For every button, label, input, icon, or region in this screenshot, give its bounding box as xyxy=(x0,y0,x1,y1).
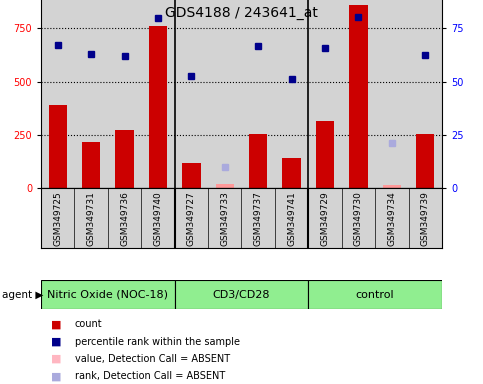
Bar xyxy=(115,129,134,188)
Text: ■: ■ xyxy=(51,319,61,329)
Bar xyxy=(249,134,268,188)
Text: ■: ■ xyxy=(51,337,61,347)
Bar xyxy=(49,105,67,188)
Bar xyxy=(242,0,275,188)
Bar xyxy=(409,0,442,188)
Text: control: control xyxy=(356,290,395,300)
Bar xyxy=(342,0,375,188)
Text: GSM349741: GSM349741 xyxy=(287,191,296,246)
Text: GSM349739: GSM349739 xyxy=(421,191,430,246)
Bar xyxy=(375,0,409,188)
Bar xyxy=(41,280,175,309)
Bar xyxy=(349,5,368,188)
Text: CD3/CD28: CD3/CD28 xyxy=(213,290,270,300)
Bar xyxy=(275,0,308,188)
Bar xyxy=(41,0,74,188)
Bar xyxy=(416,134,434,188)
Bar xyxy=(182,162,200,188)
Text: ■: ■ xyxy=(51,371,61,381)
Text: agent ▶: agent ▶ xyxy=(2,290,44,300)
Text: GSM349725: GSM349725 xyxy=(53,191,62,246)
Text: count: count xyxy=(75,319,102,329)
Text: GSM349737: GSM349737 xyxy=(254,191,263,246)
Text: percentile rank within the sample: percentile rank within the sample xyxy=(75,337,240,347)
Bar xyxy=(149,26,167,188)
Text: GSM349729: GSM349729 xyxy=(321,191,329,246)
Text: GSM349733: GSM349733 xyxy=(220,191,229,246)
Text: GSM349727: GSM349727 xyxy=(187,191,196,246)
Text: GSM349740: GSM349740 xyxy=(154,191,162,246)
Text: rank, Detection Call = ABSENT: rank, Detection Call = ABSENT xyxy=(75,371,225,381)
Bar xyxy=(142,0,175,188)
Bar xyxy=(308,0,342,188)
Bar xyxy=(283,158,301,188)
Bar xyxy=(308,280,442,309)
Bar xyxy=(215,184,234,188)
Text: GSM349734: GSM349734 xyxy=(387,191,397,246)
Text: GSM349731: GSM349731 xyxy=(86,191,96,246)
Text: GDS4188 / 243641_at: GDS4188 / 243641_at xyxy=(165,6,318,20)
Text: GSM349730: GSM349730 xyxy=(354,191,363,246)
Bar xyxy=(383,185,401,188)
Text: value, Detection Call = ABSENT: value, Detection Call = ABSENT xyxy=(75,354,230,364)
Bar xyxy=(108,0,142,188)
Bar xyxy=(74,0,108,188)
Bar xyxy=(175,0,208,188)
Bar xyxy=(82,142,100,188)
Bar xyxy=(208,0,242,188)
Text: ■: ■ xyxy=(51,354,61,364)
Text: GSM349736: GSM349736 xyxy=(120,191,129,246)
Text: Nitric Oxide (NOC-18): Nitric Oxide (NOC-18) xyxy=(47,290,169,300)
Bar xyxy=(175,280,308,309)
Bar xyxy=(316,121,334,188)
